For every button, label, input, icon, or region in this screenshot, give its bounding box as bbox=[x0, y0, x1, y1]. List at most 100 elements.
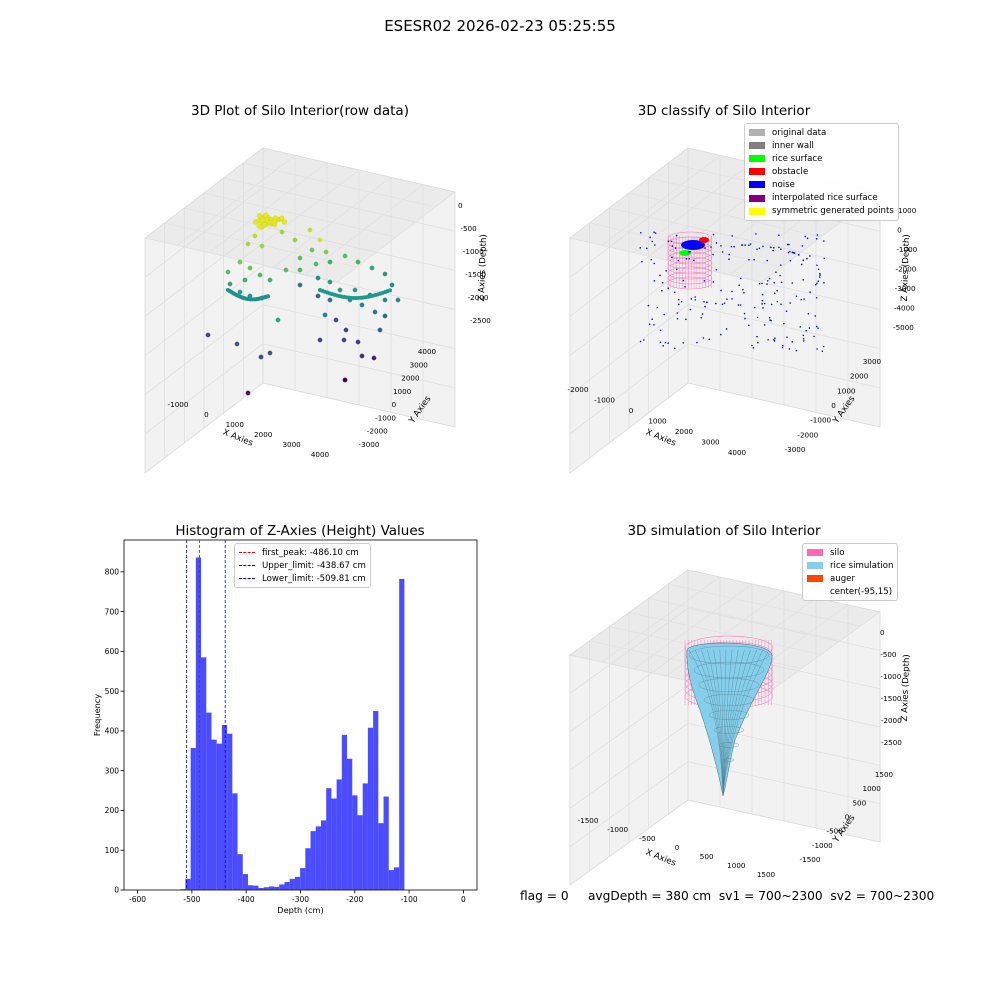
noise-point bbox=[664, 341, 667, 344]
legend-swatch bbox=[807, 562, 823, 570]
noise-point bbox=[710, 246, 712, 248]
y-tick-label: 500 bbox=[852, 798, 866, 807]
noise-point bbox=[789, 250, 791, 253]
legend-swatch bbox=[749, 181, 765, 189]
noise-point bbox=[758, 282, 761, 285]
noise-point bbox=[823, 257, 826, 260]
x-tick-label: 1000 bbox=[648, 417, 667, 426]
y-tick-label: -2000 bbox=[797, 430, 818, 439]
noise-point bbox=[791, 251, 794, 254]
data-point bbox=[313, 261, 319, 267]
histogram-bar bbox=[378, 823, 384, 890]
z-tick-label: 0 bbox=[897, 226, 902, 235]
noise-point bbox=[667, 342, 669, 344]
legend-item: silo bbox=[807, 546, 893, 559]
noise-point bbox=[815, 296, 818, 299]
noise-point bbox=[715, 268, 718, 271]
classify-plot-title: 3D classify of Silo Interior bbox=[637, 103, 811, 119]
noise-point bbox=[752, 347, 755, 349]
noise-point bbox=[768, 277, 771, 280]
noise-point bbox=[816, 264, 818, 267]
y-tick-label: 800 bbox=[105, 568, 120, 577]
z-tick-label: -1500 bbox=[881, 694, 902, 703]
data-point bbox=[257, 272, 263, 278]
data-point bbox=[263, 212, 269, 218]
noise-point bbox=[680, 300, 683, 303]
noise-point bbox=[726, 298, 728, 300]
rice-mesh-line bbox=[722, 649, 770, 796]
noise-point bbox=[651, 318, 653, 320]
rice-mesh-line bbox=[708, 710, 750, 720]
legend-label: symmetric generated points bbox=[772, 206, 894, 217]
x-tick-label: 3000 bbox=[701, 438, 720, 447]
noise-point bbox=[675, 234, 678, 237]
noise-point bbox=[661, 281, 664, 284]
legend-swatch bbox=[749, 207, 765, 215]
legend-item: original data bbox=[749, 126, 894, 139]
noise-point bbox=[821, 350, 824, 353]
grid-line bbox=[569, 237, 763, 283]
x-axis-label: Depth (cm) bbox=[277, 905, 323, 915]
data-point bbox=[342, 377, 348, 383]
noise-point bbox=[654, 232, 657, 234]
rice-mesh-line bbox=[718, 742, 740, 748]
data-point bbox=[388, 288, 392, 293]
data-point bbox=[342, 253, 348, 259]
histogram-bar bbox=[221, 724, 228, 890]
data-point bbox=[282, 219, 288, 225]
y-tick-label: 1000 bbox=[863, 784, 882, 793]
noise-point bbox=[743, 312, 746, 315]
legend-item: rice surface bbox=[749, 152, 894, 165]
grid-line bbox=[144, 343, 264, 435]
data-point bbox=[252, 233, 258, 239]
legend-line bbox=[239, 578, 255, 580]
y-tick-label: -1000 bbox=[375, 413, 396, 422]
noise-point bbox=[639, 247, 642, 249]
rice-mesh-line bbox=[722, 649, 739, 796]
noise-point bbox=[769, 246, 772, 249]
histogram-bar bbox=[180, 889, 186, 890]
x-tick-label: 1500 bbox=[757, 870, 776, 879]
noise-point bbox=[731, 235, 733, 237]
noise-point bbox=[671, 256, 673, 259]
noise-point bbox=[651, 240, 654, 243]
noise-point bbox=[676, 317, 679, 320]
noise-point bbox=[733, 245, 735, 248]
noise-point bbox=[701, 313, 704, 315]
noise-point bbox=[772, 247, 775, 249]
noise-point bbox=[761, 299, 764, 302]
data-point bbox=[267, 277, 273, 283]
legend-item: noise bbox=[749, 178, 894, 191]
histogram-plot: -600 -500 -400 -300 -200 -100 0 0 100 200 300 400 50… bbox=[92, 539, 478, 915]
grid-line bbox=[569, 761, 689, 847]
noise-point bbox=[761, 282, 763, 285]
x-axis-label: X Axies bbox=[221, 428, 255, 449]
noise-point bbox=[786, 336, 788, 339]
noise-point bbox=[648, 323, 651, 326]
noise-point bbox=[781, 346, 784, 349]
data-point bbox=[297, 255, 303, 261]
noise-point bbox=[684, 285, 686, 288]
histogram-bar bbox=[341, 734, 348, 890]
noise-point bbox=[800, 298, 803, 301]
legend-label: auger bbox=[830, 573, 855, 584]
simulation-3d-plot: -1500-1000-500050010001500-1500-1000-500… bbox=[569, 569, 912, 886]
histogram-bar bbox=[305, 848, 311, 890]
noise-point bbox=[688, 257, 691, 260]
data-point bbox=[382, 271, 388, 277]
noise-point bbox=[743, 292, 745, 294]
noise-point bbox=[690, 298, 693, 300]
data-point bbox=[279, 215, 285, 221]
noise-point bbox=[781, 344, 784, 347]
noise-point bbox=[797, 253, 800, 256]
noise-point bbox=[723, 302, 726, 304]
histogram-bar bbox=[320, 820, 327, 890]
noise-point bbox=[779, 274, 781, 277]
legend-item: inner wall bbox=[749, 139, 894, 152]
noise-point bbox=[700, 316, 703, 319]
noise-point bbox=[720, 289, 722, 292]
legend-item: first_peak: -486.10 cm bbox=[239, 546, 366, 559]
noise-point bbox=[806, 237, 809, 240]
data-point bbox=[247, 265, 253, 271]
z-tick-label: -1000 bbox=[896, 245, 917, 254]
